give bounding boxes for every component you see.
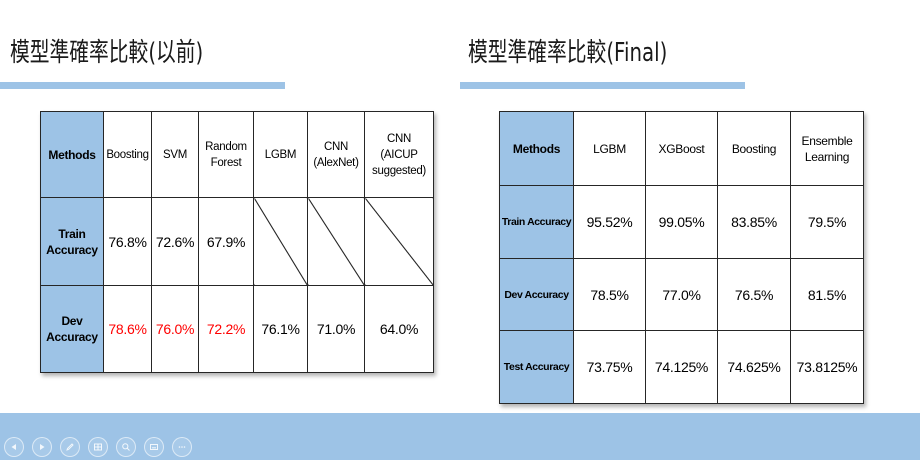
table-cell: 71.0% xyxy=(307,285,365,373)
table-header-cell: LGBM xyxy=(573,111,646,186)
table-row: Train Accuracy 76.8% 72.6% 67.9% xyxy=(40,197,434,286)
see-all-slides-button[interactable] xyxy=(88,437,108,457)
zoom-icon xyxy=(122,443,130,451)
table-cell: 64.0% xyxy=(364,285,434,373)
more-options-icon xyxy=(178,446,186,448)
pen-button[interactable] xyxy=(60,437,80,457)
next-slide-button[interactable] xyxy=(32,437,52,457)
previous-slide-button[interactable] xyxy=(4,437,24,457)
table-row: Dev Accuracy 78.5% 77.0% 76.5% 81.5% xyxy=(499,258,864,331)
table-cell: 76.1% xyxy=(253,285,308,373)
previous-slide-icon xyxy=(11,444,16,450)
row-label: Train Accuracy xyxy=(499,185,574,259)
slideshow-footer xyxy=(0,413,920,460)
table-header-cell: Boosting xyxy=(103,111,152,198)
table-header-cell: Random Forest xyxy=(198,111,254,198)
table-cell xyxy=(364,197,434,286)
row-label: Test Accuracy xyxy=(499,330,574,404)
title-underline xyxy=(460,82,745,89)
table-header-cell: Methods xyxy=(40,111,104,198)
table-row: Test Accuracy 73.75% 74.125% 74.625% 73.… xyxy=(499,330,864,404)
row-label: Dev Accuracy xyxy=(499,258,574,331)
table-header-row: Methods Boosting SVM Random Forest LGBM … xyxy=(40,111,434,198)
table-header-row: Methods LGBM XGBoost Boosting Ensemble L… xyxy=(499,111,864,186)
table-cell: 95.52% xyxy=(573,185,646,259)
table-header-cell: CNN (AICUP suggested) xyxy=(364,111,434,198)
final-accuracy-table: Methods LGBM XGBoost Boosting Ensemble L… xyxy=(499,111,864,404)
row-label: Train Accuracy xyxy=(40,197,104,286)
table-cell: 77.0% xyxy=(645,258,718,331)
table-cell xyxy=(307,197,365,286)
table-cell: 76.8% xyxy=(103,197,152,286)
title-underline xyxy=(0,82,285,89)
slide-title-previous: 模型準確率比較(以前) xyxy=(10,38,204,68)
table-cell: 73.8125% xyxy=(790,330,864,404)
table-cell: 79.5% xyxy=(790,185,864,259)
previous-accuracy-table: Methods Boosting SVM Random Forest LGBM … xyxy=(40,111,434,373)
next-slide-icon xyxy=(40,444,45,450)
subtitles-icon xyxy=(150,444,158,450)
zoom-button[interactable] xyxy=(116,437,136,457)
row-label: Dev Accuracy xyxy=(40,285,104,373)
pen-icon xyxy=(66,443,74,451)
table-cell: 72.2% xyxy=(198,285,254,373)
table-cell: 78.6% xyxy=(103,285,152,373)
subtitles-button[interactable] xyxy=(144,437,164,457)
table-row: Dev Accuracy 78.6% 76.0% 72.2% 76.1% 71.… xyxy=(40,285,434,373)
table-cell: 76.0% xyxy=(151,285,199,373)
table-cell: 67.9% xyxy=(198,197,254,286)
table-cell: 73.75% xyxy=(573,330,646,404)
table-header-cell: LGBM xyxy=(253,111,308,198)
more-options-button[interactable] xyxy=(172,437,192,457)
table-cell: 81.5% xyxy=(790,258,864,331)
slideshow-controls xyxy=(4,437,192,457)
table-header-cell: CNN (AlexNet) xyxy=(307,111,365,198)
slide-grid-icon xyxy=(94,443,102,451)
table-header-cell: Boosting xyxy=(717,111,791,186)
table-header-cell: SVM xyxy=(151,111,199,198)
table-cell: 74.625% xyxy=(717,330,791,404)
table-cell: 83.85% xyxy=(717,185,791,259)
slide-title-final: 模型準確率比較(Final) xyxy=(468,38,668,68)
table-header-cell: XGBoost xyxy=(645,111,718,186)
table-cell: 99.05% xyxy=(645,185,718,259)
table-row: Train Accuracy 95.52% 99.05% 83.85% 79.5… xyxy=(499,185,864,259)
table-cell: 76.5% xyxy=(717,258,791,331)
table-header-cell: Ensemble Learning xyxy=(790,111,864,186)
table-cell: 72.6% xyxy=(151,197,199,286)
table-header-cell: Methods xyxy=(499,111,574,186)
table-cell xyxy=(253,197,308,286)
table-cell: 78.5% xyxy=(573,258,646,331)
table-cell: 74.125% xyxy=(645,330,718,404)
